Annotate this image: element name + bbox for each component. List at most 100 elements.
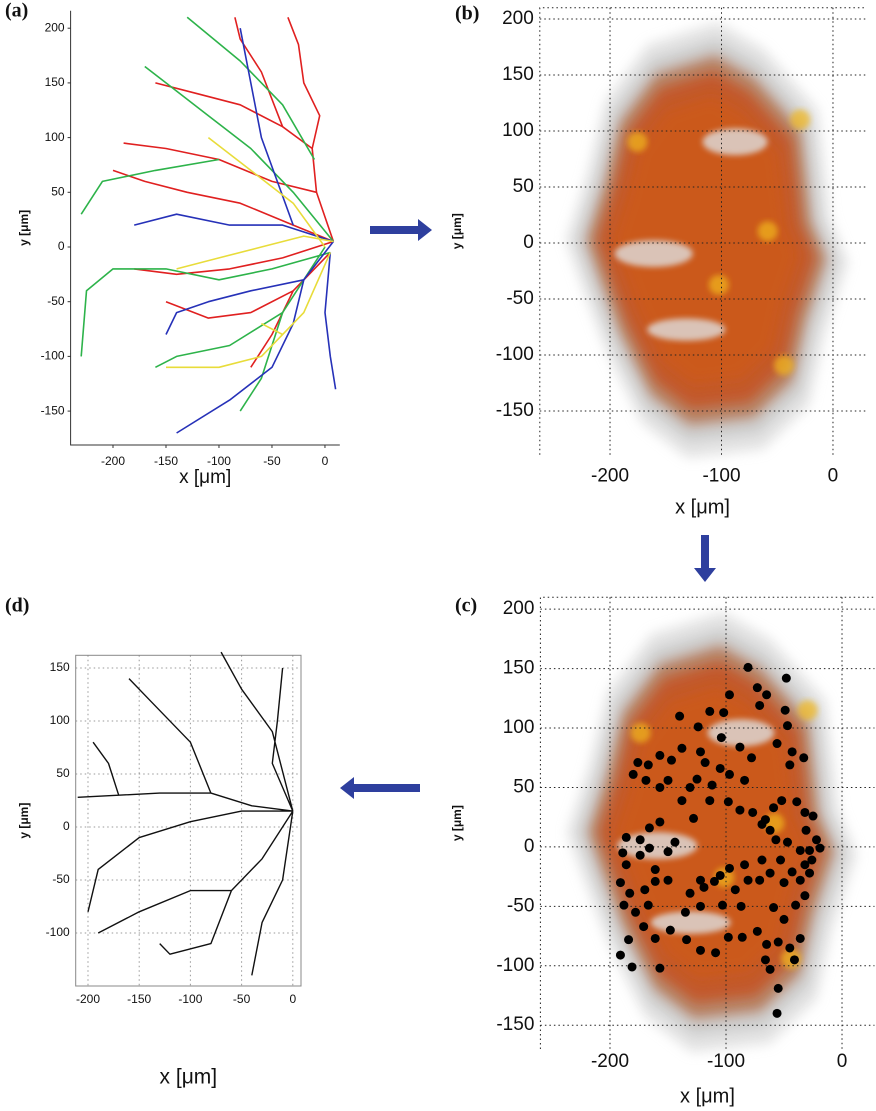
y-tick-label: 50 <box>56 766 70 780</box>
trace <box>112 17 335 368</box>
point <box>757 855 767 865</box>
point <box>621 860 631 870</box>
point <box>735 805 745 815</box>
panel: (d) -100 -50 0 50 100 150 -200 -150 -100 -50 0 x [μm… <box>5 595 302 1089</box>
point <box>663 847 673 857</box>
x-axis-label: x [μm] <box>179 467 231 488</box>
y-tick-label: -100 <box>496 344 534 365</box>
point <box>724 690 734 700</box>
point <box>665 925 675 935</box>
point <box>724 769 734 779</box>
point <box>685 782 695 792</box>
point <box>765 868 775 878</box>
point <box>675 711 685 721</box>
point <box>693 722 703 732</box>
y-tick-label: 200 <box>503 598 535 619</box>
density-peak <box>708 274 729 295</box>
y-tick-label: 50 <box>513 176 534 197</box>
y-tick-label: -150 <box>496 400 534 421</box>
y-tick-label: 150 <box>502 64 534 85</box>
trace <box>80 16 335 412</box>
point <box>615 878 625 888</box>
point <box>677 743 687 753</box>
y-tick-label: -150 <box>496 1014 534 1035</box>
x-tick-label: -150 <box>127 992 151 1006</box>
point <box>765 825 775 835</box>
x-tick-label: -100 <box>178 992 202 1006</box>
x-tick-label: -200 <box>76 992 100 1006</box>
point <box>663 775 673 785</box>
point <box>705 706 715 716</box>
density-hole <box>650 911 731 934</box>
point <box>695 901 705 911</box>
point <box>776 855 786 865</box>
y-tick-label: 200 <box>502 8 534 29</box>
point <box>650 876 660 886</box>
x-axis-label: x [μm] <box>160 1066 218 1089</box>
trace <box>134 28 337 434</box>
point <box>615 950 625 960</box>
density-hole <box>707 719 775 747</box>
x-tick-label: -100 <box>702 466 740 487</box>
point <box>631 907 641 917</box>
y-tick-label: 0 <box>63 819 70 833</box>
y-axis-label: y [μm] <box>450 213 464 249</box>
y-tick-label: 200 <box>45 20 65 34</box>
panel-label: (d) <box>5 595 29 617</box>
arrow-left <box>340 777 420 799</box>
point <box>718 900 728 910</box>
y-tick-label: 50 <box>51 184 65 198</box>
point <box>743 662 753 672</box>
point <box>740 860 750 870</box>
point <box>805 868 815 878</box>
point <box>808 811 818 821</box>
point <box>779 914 789 924</box>
point <box>795 875 805 885</box>
point <box>644 823 654 833</box>
point <box>724 863 734 873</box>
y-axis-label: y [μm] <box>450 805 464 841</box>
density-peak <box>627 131 648 152</box>
point <box>641 775 651 785</box>
x-axis-label: x [μm] <box>675 496 730 518</box>
density-hole <box>702 128 768 156</box>
point <box>791 900 801 910</box>
y-tick-label: 0 <box>524 836 535 857</box>
y-tick-label: -100 <box>46 925 70 939</box>
point <box>716 733 726 743</box>
x-tick-label: -200 <box>101 454 125 468</box>
point <box>680 907 690 917</box>
point <box>670 837 680 847</box>
point <box>635 835 645 845</box>
y-tick-label: 150 <box>45 75 65 89</box>
x-tick-label: -50 <box>233 992 251 1006</box>
point <box>737 932 747 942</box>
point <box>787 867 797 877</box>
point <box>781 673 791 683</box>
y-tick-label: -50 <box>47 294 65 308</box>
point <box>792 797 802 807</box>
point <box>621 832 631 842</box>
point <box>811 835 821 845</box>
point <box>685 888 695 898</box>
point <box>740 775 750 785</box>
y-tick-label: 50 <box>513 777 534 798</box>
y-tick-label: -150 <box>41 403 65 417</box>
density-peak <box>790 109 811 130</box>
point <box>715 763 725 773</box>
panel: (b) -150 -100 -50 0 50 100 150 200 -200 -100 0 x [μm… <box>450 3 866 518</box>
point <box>643 760 653 770</box>
y-tick-label: -100 <box>41 349 65 363</box>
point <box>655 963 665 973</box>
point <box>757 819 767 829</box>
point <box>730 885 740 895</box>
point <box>782 721 792 731</box>
y-tick-label: 100 <box>50 713 70 727</box>
x-tick-label: -200 <box>591 466 629 487</box>
point <box>635 850 645 860</box>
point <box>699 882 709 892</box>
point <box>644 843 654 853</box>
point <box>760 955 770 965</box>
point <box>695 875 705 885</box>
point <box>771 835 781 845</box>
